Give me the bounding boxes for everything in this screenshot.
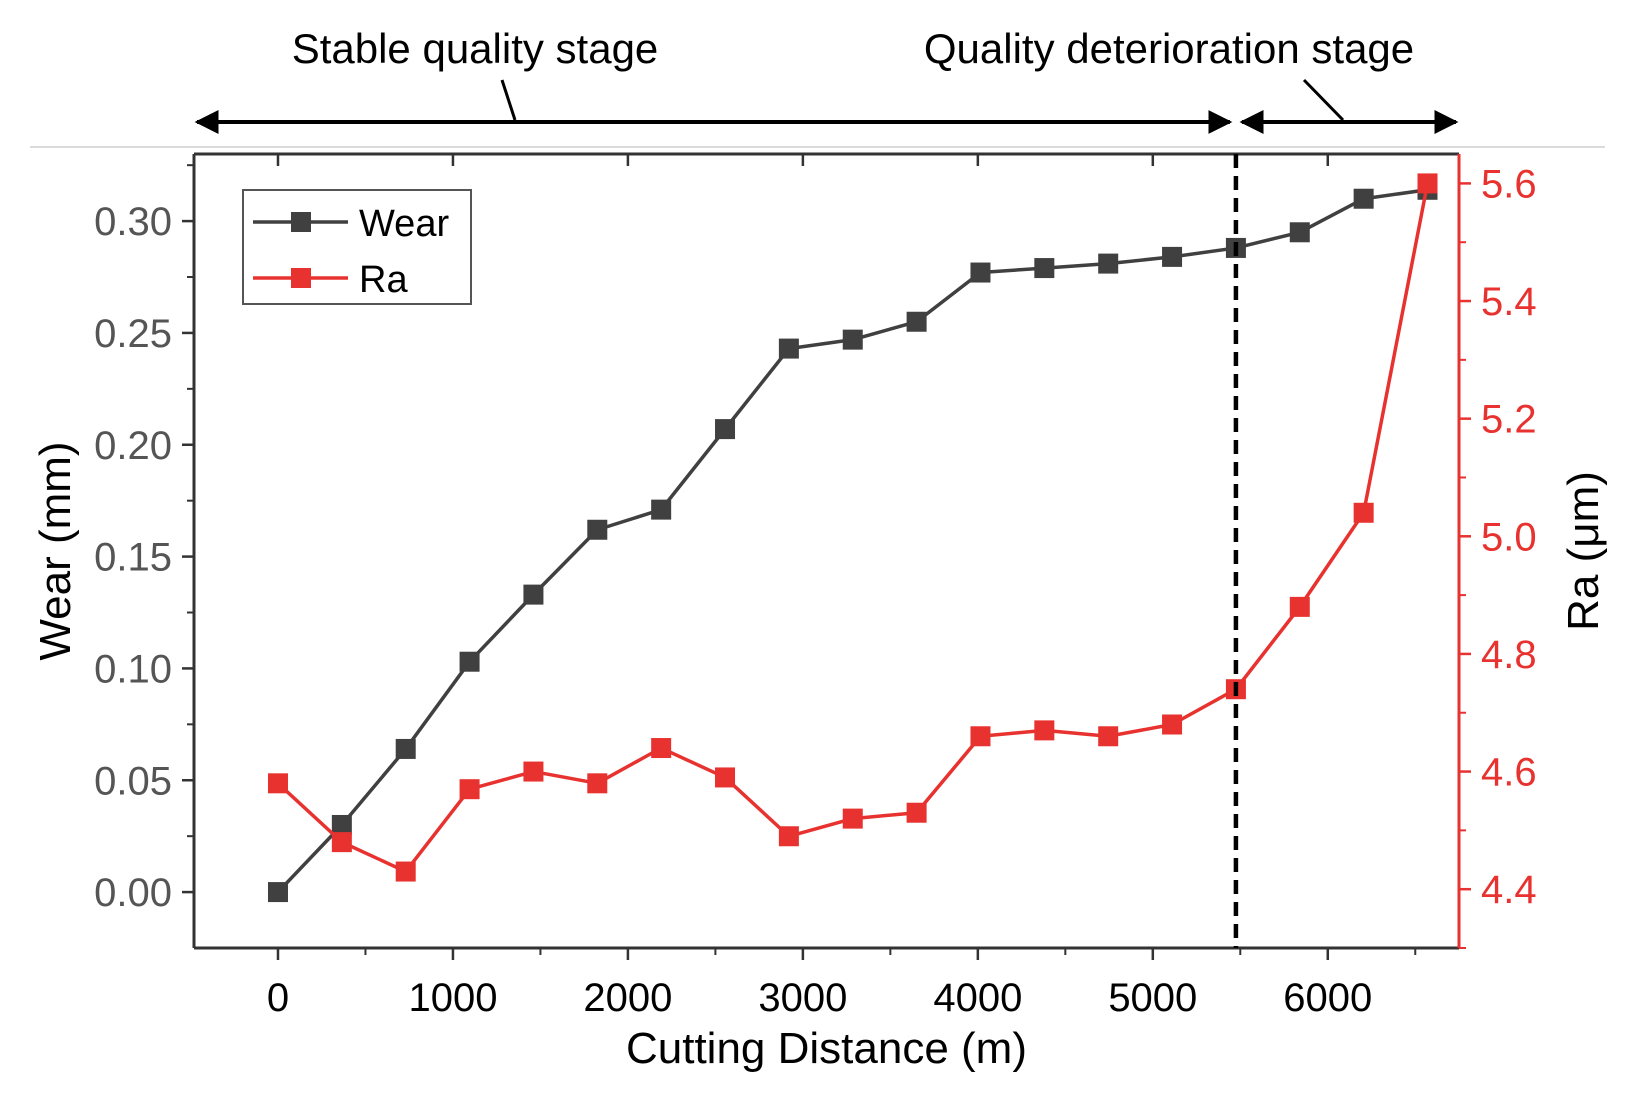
data-point-ra xyxy=(778,826,799,847)
data-point-ra xyxy=(970,726,991,747)
data-point-wear xyxy=(778,338,799,359)
data-point-ra xyxy=(1162,714,1183,735)
stage1-leader xyxy=(500,79,517,121)
data-point-wear xyxy=(523,584,544,605)
data-point-ra xyxy=(523,761,544,782)
data-point-ra xyxy=(1098,726,1119,747)
data-point-wear xyxy=(587,519,608,540)
data-point-ra xyxy=(1353,502,1374,523)
y2-tick-label: 5.2 xyxy=(1481,398,1537,442)
data-point-wear xyxy=(970,262,991,283)
data-point-wear xyxy=(331,814,352,835)
y2-tick-label: 5.4 xyxy=(1481,280,1537,324)
y-tick-label: 0.15 xyxy=(94,536,172,580)
data-point-ra xyxy=(587,773,608,794)
data-point-wear xyxy=(267,882,288,903)
x-tick-label: 1000 xyxy=(408,976,497,1020)
data-point-wear xyxy=(1353,188,1374,209)
data-point-wear xyxy=(1289,222,1310,243)
x-tick-label: 2000 xyxy=(583,976,672,1020)
x-axis-label: Cutting Distance (m) xyxy=(626,1024,1027,1073)
data-point-ra xyxy=(1417,173,1438,194)
data-point-ra xyxy=(842,808,863,829)
data-point-wear xyxy=(459,651,480,672)
x-tick-label: 0 xyxy=(267,976,289,1020)
legend-label-wear: Wear xyxy=(359,203,449,245)
legend-box xyxy=(242,189,472,305)
y-axis-label: Wear (mm) xyxy=(31,441,80,660)
data-point-wear xyxy=(906,311,927,332)
data-point-wear xyxy=(395,738,416,759)
data-point-ra xyxy=(267,773,288,794)
y-tick-label: 0.05 xyxy=(94,759,172,803)
legend-marker-ra xyxy=(291,268,311,288)
data-point-ra xyxy=(395,861,416,882)
y2-tick-label: 5.6 xyxy=(1481,162,1537,206)
data-point-ra xyxy=(331,832,352,853)
data-point-wear xyxy=(1034,258,1055,279)
data-point-ra xyxy=(906,802,927,823)
data-point-wear xyxy=(715,419,736,440)
data-point-ra xyxy=(1289,596,1310,617)
data-point-ra xyxy=(459,779,480,800)
stage1-label: Stable quality stage xyxy=(292,25,659,72)
stage2-label: Quality deterioration stage xyxy=(924,25,1414,72)
legend-label-ra: Ra xyxy=(359,259,408,301)
data-point-wear xyxy=(842,329,863,350)
data-point-wear xyxy=(1098,253,1119,274)
data-point-wear xyxy=(651,499,672,520)
data-point-wear xyxy=(1162,246,1183,267)
y-tick-label: 0.30 xyxy=(94,200,172,244)
legend-marker-wear xyxy=(291,212,311,232)
data-point-ra xyxy=(715,767,736,788)
data-point-ra xyxy=(1034,720,1055,741)
y-tick-label: 0.10 xyxy=(94,647,172,691)
stage2-leader xyxy=(1302,78,1345,122)
y2-tick-label: 4.8 xyxy=(1481,633,1537,677)
y2-tick-label: 4.4 xyxy=(1481,868,1537,912)
y2-tick-label: 5.0 xyxy=(1481,515,1537,559)
y2-axis-label: Ra (μm) xyxy=(1559,471,1608,631)
y2-tick-label: 4.6 xyxy=(1481,751,1537,795)
x-tick-label: 5000 xyxy=(1108,976,1197,1020)
y-tick-label: 0.25 xyxy=(94,312,172,356)
y-tick-label: 0.00 xyxy=(94,871,172,915)
y-tick-label: 0.20 xyxy=(94,424,172,468)
x-tick-label: 6000 xyxy=(1283,976,1372,1020)
x-tick-label: 3000 xyxy=(758,976,847,1020)
x-tick-label: 4000 xyxy=(933,976,1022,1020)
data-point-ra xyxy=(651,738,672,759)
